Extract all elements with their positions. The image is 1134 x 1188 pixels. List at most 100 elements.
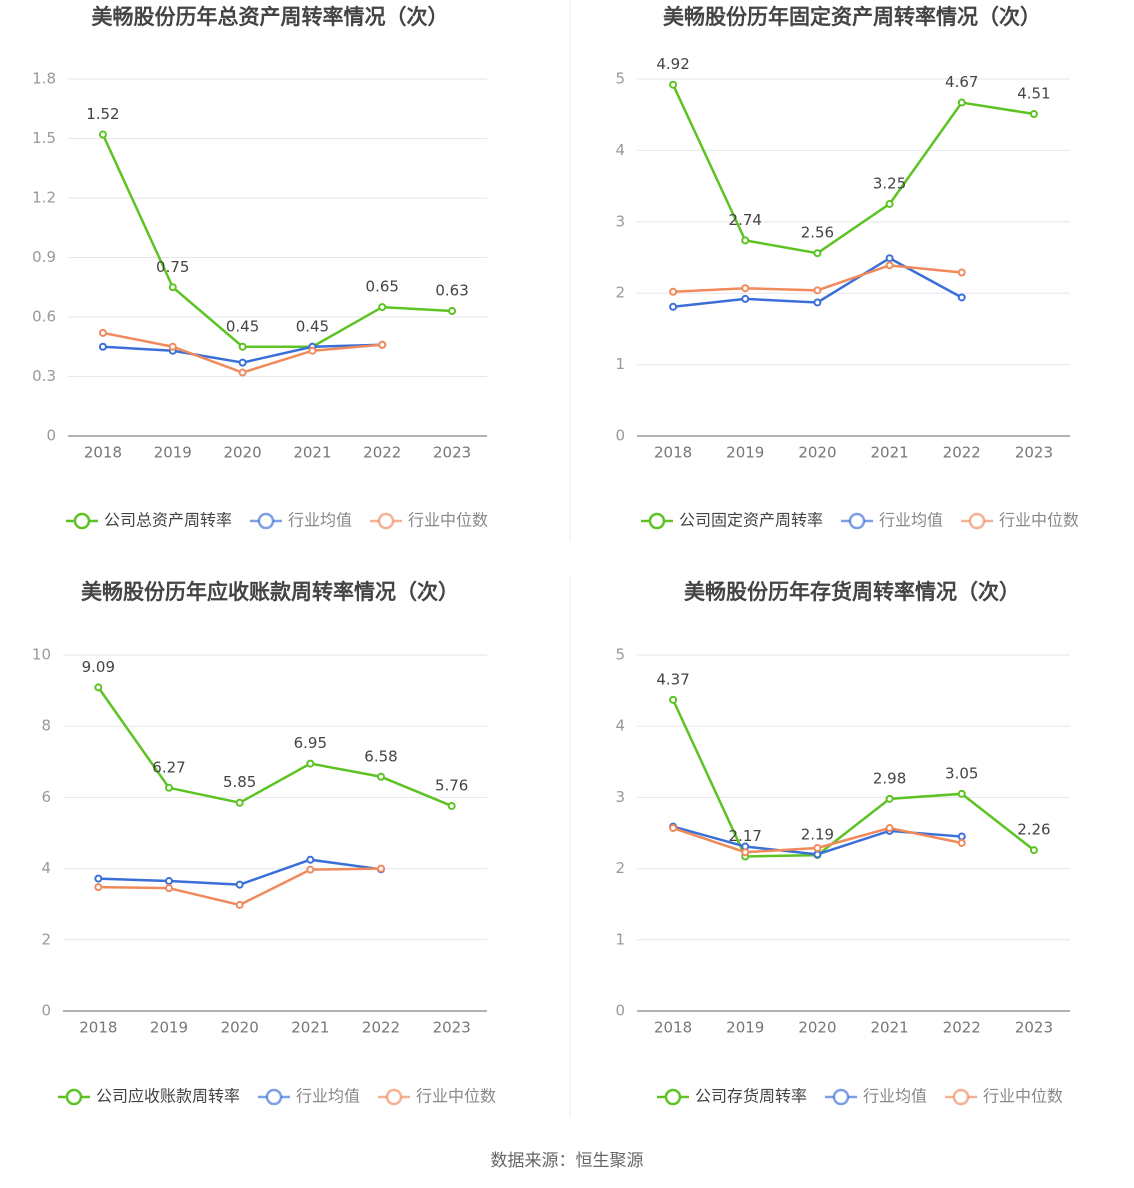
point — [1029, 109, 1038, 118]
x-tick-label: 2019 — [154, 444, 192, 462]
y-tick-label: 8 — [41, 717, 51, 735]
data-label: 0.45 — [296, 317, 329, 335]
point — [377, 772, 385, 781]
x-tick-label: 2022 — [363, 444, 401, 462]
legend-label: 行业中位数 — [983, 1087, 1063, 1106]
point — [235, 880, 244, 889]
x-tick-label: 2021 — [291, 1019, 329, 1037]
x-tick-label: 2021 — [870, 444, 908, 462]
y-tick-label: 5 — [615, 70, 625, 88]
y-tick-label: 10 — [32, 646, 51, 664]
point — [378, 340, 387, 349]
point — [885, 199, 894, 208]
data-label: 2.19 — [801, 826, 834, 844]
legend-label: 行业均值 — [879, 511, 943, 530]
point — [98, 342, 107, 351]
point — [669, 824, 678, 833]
legend-symbol — [968, 512, 986, 530]
point — [741, 284, 750, 293]
y-tick-label: 4 — [41, 859, 51, 877]
point — [957, 789, 966, 798]
y-tick-label: 1.5 — [32, 129, 56, 147]
point — [957, 832, 966, 841]
x-tick-label: 2018 — [654, 444, 692, 462]
point — [669, 695, 678, 704]
x-tick-label: 2020 — [221, 1019, 259, 1037]
point — [168, 342, 177, 351]
point — [165, 783, 173, 792]
legend-label: 公司总资产周转率 — [104, 511, 232, 530]
data-label: 4.37 — [656, 670, 689, 688]
point — [813, 850, 822, 859]
point — [94, 874, 103, 883]
point — [238, 358, 247, 367]
x-tick-label: 2019 — [726, 1019, 764, 1037]
legend-label: 行业均值 — [288, 511, 352, 530]
point — [448, 307, 457, 316]
point — [94, 683, 103, 692]
legend-symbol — [952, 1088, 970, 1106]
legend-label: 行业均值 — [863, 1087, 927, 1106]
source-note: 数据来源：恒生聚源 — [491, 1151, 644, 1171]
point — [813, 843, 822, 852]
data-label: 6.95 — [294, 734, 327, 752]
x-tick-label: 2023 — [433, 1019, 471, 1037]
point — [165, 884, 173, 893]
data-label: 5.76 — [435, 776, 468, 794]
series-line — [101, 134, 453, 348]
point — [235, 798, 244, 807]
point — [957, 293, 966, 302]
point — [741, 236, 750, 245]
legend-symbol — [832, 1088, 850, 1106]
y-tick-label: 6 — [41, 788, 51, 806]
legend-symbol — [257, 512, 275, 530]
data-label: 4.92 — [656, 55, 689, 73]
legend-symbol — [265, 1088, 283, 1106]
point — [94, 883, 103, 892]
point — [308, 346, 317, 355]
data-label: 3.25 — [873, 174, 906, 192]
x-tick-label: 2019 — [726, 444, 764, 462]
y-tick-label: 1 — [615, 355, 625, 373]
y-tick-label: 3 — [615, 788, 625, 806]
data-label: 3.05 — [945, 764, 978, 782]
y-tick-label: 0 — [615, 427, 625, 445]
y-tick-label: 5 — [615, 646, 625, 664]
x-tick-label: 2021 — [293, 444, 331, 462]
point — [957, 98, 966, 107]
data-label: 0.75 — [156, 258, 189, 276]
data-label: 1.52 — [86, 105, 119, 123]
point — [669, 302, 678, 311]
legend-label: 公司存货周转率 — [695, 1087, 807, 1106]
legend-symbol — [848, 512, 866, 530]
point — [885, 794, 894, 803]
point — [377, 864, 385, 873]
point — [813, 298, 822, 307]
point — [306, 759, 315, 768]
data-label: 6.27 — [152, 758, 185, 776]
x-tick-label: 2023 — [433, 444, 471, 462]
y-tick-label: 1.8 — [32, 70, 56, 88]
data-label: 2.74 — [729, 211, 762, 229]
y-tick-label: 0.6 — [32, 308, 56, 326]
point — [813, 286, 822, 295]
legend-label: 公司固定资产周转率 — [679, 511, 823, 530]
point — [885, 254, 894, 263]
data-label: 2.98 — [873, 769, 906, 787]
data-label: 0.63 — [435, 282, 468, 300]
x-tick-label: 2018 — [84, 444, 122, 462]
data-label: 6.58 — [364, 747, 397, 765]
legend-symbol — [664, 1088, 682, 1106]
point — [447, 801, 456, 810]
data-label: 5.85 — [223, 773, 256, 791]
point — [1029, 846, 1038, 855]
legend-label: 行业均值 — [296, 1087, 360, 1106]
series-line — [97, 686, 453, 808]
y-tick-label: 2 — [615, 859, 625, 877]
y-tick-label: 0 — [615, 1002, 625, 1020]
legend-symbol — [377, 512, 395, 530]
legend-label: 行业中位数 — [408, 511, 488, 530]
data-label: 2.17 — [729, 827, 762, 845]
x-tick-label: 2018 — [654, 1019, 692, 1037]
